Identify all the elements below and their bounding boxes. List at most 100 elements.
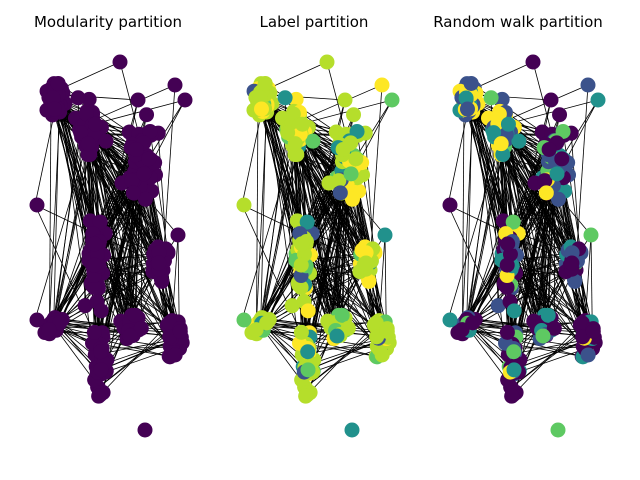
network-node	[81, 91, 97, 107]
network-edge	[264, 94, 333, 329]
network-node	[300, 344, 316, 360]
network-edge	[304, 253, 384, 328]
network-edge	[92, 134, 136, 316]
network-node	[293, 257, 309, 273]
network-node	[540, 307, 556, 323]
network-node	[236, 312, 252, 328]
network-node	[284, 298, 300, 314]
network-node	[344, 422, 360, 438]
network-node	[236, 197, 252, 213]
network-node	[177, 92, 193, 108]
network-node	[329, 328, 345, 344]
network-edge	[505, 134, 549, 316]
network-edge	[53, 134, 94, 320]
network-node	[543, 92, 559, 108]
network-edge	[259, 94, 333, 329]
network-node	[41, 322, 57, 338]
network-edge	[262, 322, 377, 325]
network-node	[29, 197, 45, 213]
network-node	[490, 298, 506, 314]
network-node	[142, 123, 158, 139]
network-node	[86, 257, 102, 273]
network-node	[379, 324, 395, 340]
network-edge	[261, 269, 371, 326]
network-node	[112, 54, 128, 70]
modularity-panel-title: Modularity partition	[34, 13, 182, 31]
network-edge	[515, 336, 587, 349]
network-node	[332, 185, 348, 201]
network-edge	[294, 143, 335, 339]
network-node	[567, 273, 583, 289]
network-edge	[97, 253, 177, 328]
network-node	[248, 322, 264, 338]
network-node	[538, 185, 554, 201]
network-node	[486, 125, 502, 141]
network-node	[170, 227, 186, 243]
network-edge	[257, 99, 304, 225]
network-node	[45, 90, 61, 106]
network-edge	[461, 112, 474, 330]
network-edge	[288, 133, 388, 332]
network-edge	[100, 169, 138, 352]
network-edge	[500, 143, 541, 339]
network-node	[499, 324, 515, 340]
network-node	[442, 312, 458, 328]
network-edge	[462, 88, 465, 334]
network-node	[491, 106, 507, 122]
network-node	[128, 141, 144, 157]
network-edge	[468, 322, 583, 325]
network-node	[50, 75, 66, 91]
network-node	[252, 90, 268, 106]
network-node	[98, 133, 114, 149]
network-edge	[369, 84, 383, 263]
network-node	[139, 107, 155, 123]
network-node	[77, 298, 93, 314]
network-node	[499, 257, 515, 273]
network-node	[93, 362, 109, 378]
network-node	[483, 90, 499, 106]
network-edge	[307, 169, 345, 352]
network-edge	[465, 94, 539, 329]
network-node	[130, 92, 146, 108]
network-edge	[474, 61, 534, 89]
network-node	[340, 320, 356, 336]
network-edge	[102, 336, 174, 349]
network-edge	[301, 126, 341, 335]
network-edge	[500, 143, 555, 329]
network-node	[550, 191, 566, 207]
network-node	[337, 92, 353, 108]
network-node	[504, 388, 520, 404]
network-edge	[508, 124, 552, 318]
network-node	[122, 328, 138, 344]
network-node	[335, 141, 351, 157]
network-node	[287, 136, 303, 152]
random-walk-panel-title: Random walk partition	[433, 13, 603, 31]
network-edge	[507, 126, 547, 335]
network-edge	[57, 94, 126, 329]
network-node	[555, 123, 571, 139]
network-edge	[510, 253, 590, 328]
network-node	[294, 236, 310, 252]
network-node	[348, 151, 364, 167]
network-node	[541, 141, 557, 157]
network-node	[580, 77, 596, 93]
network-node	[494, 91, 510, 107]
network-edge	[261, 139, 297, 324]
network-node	[127, 307, 143, 323]
network-edge	[260, 134, 301, 320]
network-edge	[470, 94, 539, 329]
network-edge	[34, 112, 55, 206]
network-node	[133, 320, 149, 336]
network-edge	[513, 172, 549, 349]
network-node	[298, 388, 314, 404]
network-node	[554, 151, 570, 167]
network-node	[361, 273, 377, 289]
network-edge	[105, 348, 173, 373]
network-edge	[494, 133, 594, 332]
label-panel-title: Label partition	[260, 13, 369, 31]
network-edge	[81, 133, 181, 332]
network-edge	[302, 124, 346, 318]
modularity-panel: Modularity partition	[29, 13, 193, 438]
network-node	[167, 347, 183, 363]
